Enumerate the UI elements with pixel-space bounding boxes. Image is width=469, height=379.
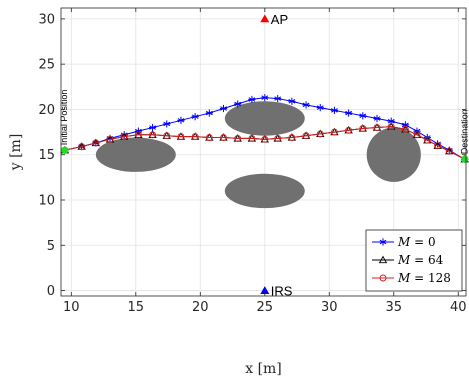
data-point bbox=[191, 133, 199, 141]
data-point bbox=[205, 109, 213, 117]
point-label: Initial Position bbox=[59, 90, 69, 146]
data-point bbox=[120, 133, 128, 141]
obstacle-ellipse bbox=[224, 173, 305, 209]
data-point bbox=[345, 126, 353, 134]
point-label: IRS bbox=[271, 284, 293, 299]
legend-variable: M bbox=[397, 271, 411, 285]
series-line bbox=[64, 126, 465, 160]
axis-ticks: 10 15 20 25 30 35 40 0 5 10 15 20 25 30 bbox=[38, 8, 467, 315]
data-point bbox=[302, 101, 310, 109]
y-tick-label: 25 bbox=[38, 58, 55, 73]
x-tick-label: 40 bbox=[450, 300, 467, 315]
data-point bbox=[106, 135, 114, 143]
point-label: Destination bbox=[460, 109, 469, 154]
legend-entry: M = 0 bbox=[372, 235, 436, 249]
data-point bbox=[148, 123, 157, 132]
data-point bbox=[401, 121, 409, 129]
data-point bbox=[373, 114, 381, 123]
data-point bbox=[248, 95, 256, 104]
y-tick-label: 30 bbox=[38, 12, 55, 27]
data-point bbox=[177, 133, 185, 141]
data-point bbox=[423, 136, 431, 144]
special-points: AP IRS Initial Position Destination bbox=[59, 12, 469, 299]
data-point bbox=[261, 135, 269, 143]
axes-box bbox=[60, 7, 467, 297]
x-tick-label: 35 bbox=[385, 300, 402, 315]
legend-value: = 64 bbox=[410, 253, 443, 267]
data-point bbox=[234, 134, 242, 142]
data-point bbox=[401, 125, 409, 133]
data-point bbox=[78, 143, 86, 151]
y-tick-label: 10 bbox=[38, 194, 55, 209]
y-tick-label: 15 bbox=[38, 148, 55, 163]
data-point bbox=[248, 134, 256, 142]
legend: M = 0M = 64M = 128 bbox=[365, 229, 463, 292]
obstacles bbox=[95, 101, 421, 209]
data-point bbox=[288, 134, 296, 141]
data-point bbox=[274, 134, 282, 142]
data-point bbox=[330, 106, 339, 114]
obstacle-ellipse bbox=[224, 101, 305, 136]
point-marker bbox=[461, 155, 469, 163]
data-point bbox=[387, 123, 395, 131]
legend-label: M = 64 bbox=[397, 253, 444, 267]
point-marker bbox=[260, 14, 270, 23]
obstacle-ellipse bbox=[366, 127, 421, 182]
x-tick-label: 25 bbox=[257, 300, 274, 315]
data-point bbox=[345, 109, 353, 117]
data-point bbox=[92, 139, 100, 147]
data-point bbox=[434, 142, 442, 150]
point-label: AP bbox=[271, 12, 288, 27]
point-marker bbox=[61, 146, 69, 154]
data-point bbox=[191, 113, 199, 121]
data-point bbox=[445, 147, 453, 155]
data-point bbox=[219, 104, 228, 113]
x-tick-label: 10 bbox=[63, 300, 80, 315]
legend-value: = 0 bbox=[410, 235, 435, 249]
data-point bbox=[177, 116, 185, 124]
y-tick-label: 20 bbox=[38, 103, 55, 118]
obstacle-ellipse bbox=[95, 137, 176, 172]
legend-variable: M bbox=[397, 253, 411, 267]
legend-marker bbox=[379, 238, 387, 246]
data-point bbox=[149, 131, 157, 139]
data-point bbox=[316, 130, 324, 138]
y-tick-label: 0 bbox=[47, 284, 55, 299]
data-point bbox=[413, 131, 421, 139]
data-point bbox=[330, 128, 338, 136]
legend-marker bbox=[379, 274, 387, 282]
legend-value: = 128 bbox=[410, 271, 451, 285]
legend-label: M = 128 bbox=[397, 271, 451, 285]
x-tick-label: 30 bbox=[321, 300, 338, 315]
data-point bbox=[163, 120, 171, 128]
data-point bbox=[302, 132, 310, 140]
legend-label: M = 0 bbox=[397, 235, 436, 249]
x-tick-label: 20 bbox=[192, 300, 209, 315]
data-point bbox=[234, 100, 242, 108]
data-point bbox=[359, 125, 367, 132]
x-axis-label: x [m] bbox=[245, 361, 282, 377]
legend-variable: M bbox=[397, 235, 411, 249]
data-point bbox=[261, 94, 269, 102]
data-point bbox=[163, 132, 171, 140]
data-point bbox=[373, 124, 381, 131]
data-point bbox=[359, 112, 367, 120]
x-tick-label: 15 bbox=[128, 300, 145, 315]
legend-entry: M = 64 bbox=[372, 253, 444, 267]
point-marker bbox=[260, 286, 270, 294]
data-point bbox=[274, 94, 282, 103]
data-point bbox=[205, 134, 213, 141]
y-axis-label: y [m] bbox=[8, 134, 24, 172]
data-point bbox=[134, 131, 142, 139]
y-tick-label: 5 bbox=[47, 239, 55, 254]
legend-entry: M = 128 bbox=[372, 271, 451, 285]
data-point bbox=[316, 104, 324, 112]
data-point bbox=[220, 134, 227, 141]
data-point bbox=[288, 97, 296, 105]
legend-marker bbox=[378, 255, 388, 264]
